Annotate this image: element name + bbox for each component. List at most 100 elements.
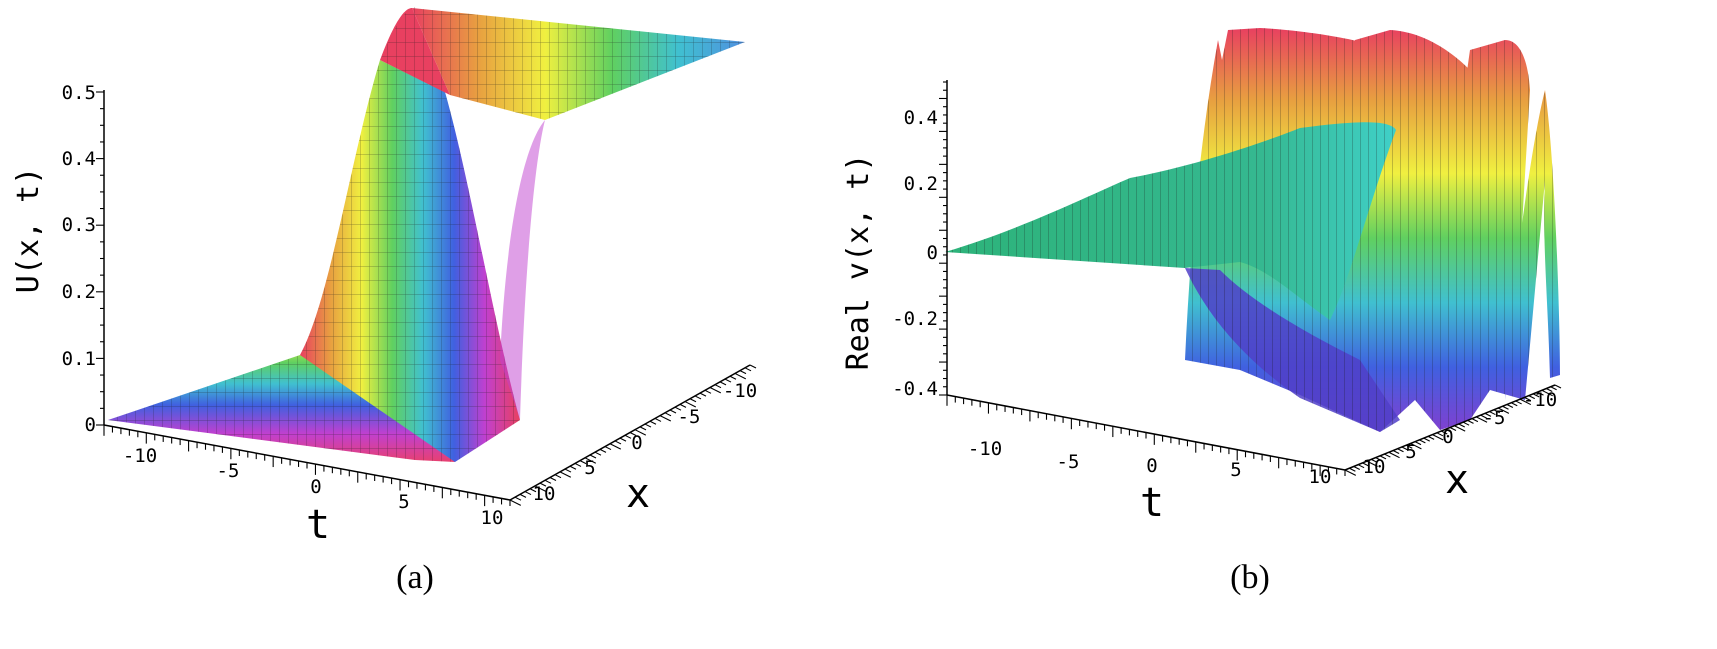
z-tick-label: 0.5 (62, 82, 96, 104)
t-tick-label: 10 (1309, 466, 1332, 488)
t-tick-label: -5 (217, 460, 240, 482)
z-tick-label: 0.4 (904, 107, 938, 129)
x-tick (1515, 400, 1522, 405)
z-tick-label: 0.2 (62, 281, 96, 303)
x-tick (1524, 396, 1531, 401)
x-tick (654, 417, 662, 422)
x-tick (1401, 446, 1409, 451)
x-tick (1384, 453, 1391, 458)
x-tick-label: 5 (1405, 441, 1416, 463)
z-tick-label: 0.2 (904, 173, 938, 195)
t-ticks-a (103, 425, 511, 507)
z-tick-label: 0 (85, 414, 96, 436)
x-tick (1484, 412, 1492, 417)
x-tick-label: -5 (678, 406, 701, 428)
x-tick (1467, 419, 1474, 424)
x-tick (1392, 450, 1400, 455)
x-tick (1353, 465, 1360, 470)
panel-b: -0.4 -0.2 0 0.2 0.4 -10 -5 0 5 10 10 5 0… (841, 28, 1562, 596)
x-tick (604, 446, 612, 451)
x-tick (1458, 423, 1465, 428)
x-tick (659, 415, 672, 422)
x-tick (569, 465, 577, 470)
x-tick (1388, 451, 1400, 459)
x-tick (649, 420, 657, 425)
caption-b: (b) (1230, 559, 1270, 596)
x-tick (664, 412, 672, 417)
x-tick (619, 437, 627, 442)
x-tick (614, 440, 622, 445)
z-tick-label: 0.3 (62, 214, 96, 236)
x-tick (589, 454, 597, 459)
x-tick-label: 0 (1442, 426, 1453, 448)
x-tick (1506, 403, 1514, 408)
x-tick-label: -5 (1483, 407, 1506, 429)
x-tick (1537, 391, 1544, 396)
surface-a (108, 6, 745, 462)
x-tick (579, 460, 587, 465)
x-tick (599, 448, 607, 453)
x-tick (594, 451, 602, 456)
x-tick (729, 375, 737, 380)
x-tick (749, 364, 757, 369)
x-tick (689, 398, 697, 403)
x-tick (1519, 398, 1532, 406)
x-ticks-a (509, 364, 757, 506)
t-axis-title-b: t (1140, 480, 1164, 526)
x-tick (519, 493, 527, 498)
x-tick (719, 381, 727, 386)
x-tick (1497, 407, 1510, 414)
x-tick (609, 443, 622, 450)
x-tick (1476, 416, 1488, 423)
x-axis-title-a: x (626, 471, 650, 517)
x-tick (669, 409, 677, 414)
x-tick-label: 10 (1363, 456, 1386, 478)
x-tick (744, 367, 752, 372)
x-tick (1344, 469, 1357, 476)
x-tick (1493, 409, 1500, 414)
t-tick-label: -10 (123, 445, 157, 467)
x-tick (1489, 411, 1496, 416)
x-tick (1554, 384, 1562, 389)
x-tick (564, 468, 572, 473)
t-tick-label: -10 (968, 438, 1002, 460)
x-tick-label: -10 (1523, 389, 1557, 411)
x-tick (644, 423, 652, 428)
z-tick-label: 0.4 (62, 148, 96, 170)
t-tick-label: 5 (1230, 459, 1241, 481)
x-tick (1511, 402, 1518, 407)
x-tick (1349, 467, 1356, 472)
x-tick (534, 485, 547, 492)
x-tick (1423, 437, 1430, 442)
x-tick (679, 403, 687, 408)
z-ticks-a (96, 91, 104, 426)
x-tick (1406, 444, 1413, 449)
x-tick (539, 482, 547, 487)
x-tick (694, 395, 702, 400)
x-tick (1445, 428, 1452, 433)
x-tick (704, 389, 712, 394)
x-tick-label: 10 (533, 483, 556, 505)
x-tick (629, 432, 637, 436)
z-tick-label: -0.2 (892, 308, 938, 330)
t-axis-title-a: t (306, 502, 330, 548)
x-tick (514, 496, 522, 501)
t-ticks-b (946, 395, 1346, 477)
x-tick (1449, 427, 1457, 431)
x-tick (714, 384, 722, 389)
x-tick (559, 471, 572, 478)
t-tick-label: -5 (1057, 451, 1080, 473)
x-tick (1362, 462, 1369, 467)
x-tick (639, 426, 647, 431)
x-tick (709, 387, 722, 394)
x-tick (1528, 395, 1535, 400)
x-tick (1375, 457, 1382, 462)
x-tick (724, 378, 732, 383)
x-tick (1419, 439, 1426, 444)
x-tick (739, 370, 747, 375)
surface-b (945, 28, 1560, 432)
z-tick-label: -0.4 (892, 378, 938, 400)
z-axis-title-b: Real v(x, t) (841, 154, 876, 371)
t-tick-label: 0 (310, 476, 321, 498)
x-tick (1541, 389, 1553, 397)
